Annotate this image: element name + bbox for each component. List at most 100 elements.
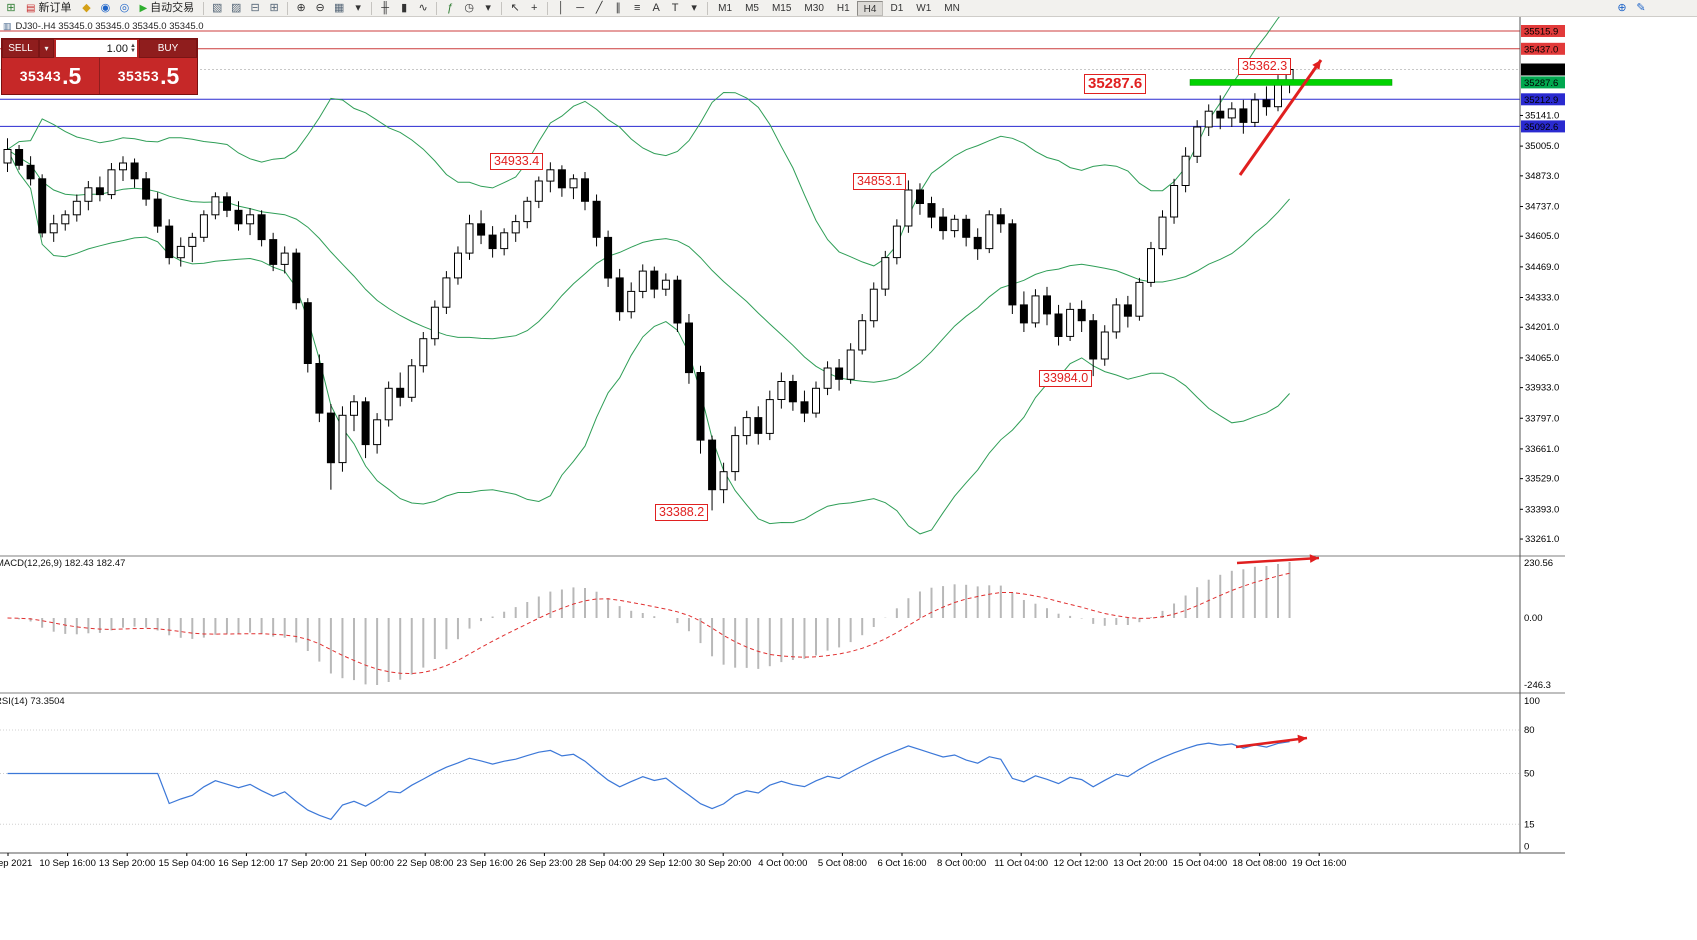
windows-tile-icon[interactable]: ▨ [230,1,242,14]
time-axis-label: 10 Sep 16:00 [39,858,96,869]
toolbar-separator [371,1,373,15]
toolbar-separator [707,1,709,15]
arrow-head-icon [1297,734,1307,744]
shapes-dropdown-icon[interactable]: ▾ [691,1,697,14]
price-axis-badge [1521,25,1565,37]
price-annotation-35287[interactable]: 35287.6 [1084,74,1147,94]
text-label-icon[interactable]: T [671,1,679,14]
time-axis-label: 30 Sep 20:00 [695,858,752,869]
trend-arrow[interactable] [1238,59,1323,176]
price-annotation-34933[interactable]: 34933.4 [490,153,544,170]
price-annotation-34853[interactable]: 34853.1 [853,173,907,190]
vertical-line-icon[interactable]: │ [557,1,565,14]
auto-arrange-icon[interactable]: ▦ [333,1,345,14]
price-annotation-35362[interactable]: 35362.3 [1238,58,1292,75]
macd-label: MACD(12,26,9) 182.43 182.47 [0,558,126,569]
candles[interactable] [3,65,1294,511]
timeframe-m1[interactable]: M1 [718,2,733,14]
chart-canvas[interactable]: 35141.0 35005.0 34873.0 34737.0 34605.0 34469… [0,17,1565,877]
chart-title: DJ30-.H4 35345.0 35345.0 35345.0 35345.0 [15,21,204,32]
macd-signal-line [7,572,1290,675]
green-resistance-zone[interactable] [1189,79,1393,86]
autotrade-button[interactable]: ▶ 自动交易 [134,1,199,16]
rsi-label: RSI(14) 73.3504 [0,696,65,707]
trendline-icon[interactable]: ╱ [595,1,603,14]
tile-vertical-icon[interactable]: ⊞ [269,1,279,14]
chevron-down-icon: ▾ [44,44,49,53]
rsi-axis-label: 0 [1524,842,1529,853]
sell-price[interactable]: 35343.5 [2,58,99,94]
time-axis-label: 15 Sep 04:00 [159,858,216,869]
bar-chart-icon[interactable]: ╫ [381,1,390,14]
timeframe-d1[interactable]: D1 [890,2,904,14]
price-annotation-33984[interactable]: 33984.0 [1039,370,1093,387]
trend-arrow[interactable] [1236,554,1320,565]
timeframe-m5[interactable]: M5 [745,2,759,14]
new-order-icon: ▤ [26,2,36,14]
zoom-in-icon[interactable]: ⊕ [296,1,306,14]
macd-axis-label: -246.3 [1524,680,1551,691]
timeframe-m30[interactable]: M30 [804,2,824,14]
market-watch-icon[interactable]: ◉ [100,1,111,14]
timeframe-w1[interactable]: W1 [916,2,932,14]
fibonacci-icon[interactable]: ≡ [633,1,641,14]
timeframe-mn[interactable]: MN [944,2,960,14]
arrange-dropdown-icon[interactable]: ▾ [355,1,361,14]
rsi-pane[interactable] [0,729,1520,825]
time-axis-label: 17 Sep 20:00 [278,858,335,869]
stepper-up-icon: ▲ [130,42,136,49]
buy-price-frac: .5 [160,62,180,89]
edit-icon[interactable]: ✎ [1636,1,1646,14]
price-axis-label: 34469.0 [1525,262,1559,273]
buy-button[interactable]: BUY [139,39,197,58]
windows-cascade-icon[interactable]: ▧ [211,1,223,14]
cursor-icon[interactable]: ↖ [510,1,520,14]
magnifier-icon[interactable]: ⊕ [1617,1,1627,14]
price-annotation-33388[interactable]: 33388.2 [655,504,709,521]
price-axis-label: 33797.0 [1525,413,1559,424]
time-axis-label: 5 Oct 08:00 [818,858,867,869]
templates-dropdown-icon[interactable]: ▾ [485,1,491,14]
time-axis-label: 8 Oct 00:00 [937,858,986,869]
crosshair-icon[interactable]: + [530,1,538,14]
time-axis-label: 26 Sep 23:00 [516,858,573,869]
tile-horizontal-icon[interactable]: ⊟ [250,1,260,14]
zoom-out-icon[interactable]: ⊖ [315,1,325,14]
indicators-icon[interactable]: ƒ [447,1,454,14]
toolbar-separator [203,1,205,15]
autotrade-play-icon: ▶ [139,2,148,14]
periods-icon[interactable]: ◷ [464,1,474,14]
timeframe-h1[interactable]: H1 [836,2,850,14]
candlestick-chart-icon[interactable]: ▮ [401,1,408,14]
timeframe-m15[interactable]: M15 [771,2,792,14]
text-icon[interactable]: A [652,1,660,14]
new-order-button-label: 新订单 [38,1,72,14]
price-axis-badge [1521,63,1565,76]
data-window-icon[interactable]: ◎ [119,1,130,14]
time-axis-label: 16 Sep 12:00 [218,858,275,869]
lot-stepper[interactable]: ▲ ▼ [130,42,136,54]
sell-button[interactable]: SELL [2,39,39,58]
buy-price[interactable]: 35353.5 [100,58,197,94]
timeframe-h4[interactable]: H4 [856,0,884,16]
price-axis[interactable]: 35141.0 35005.0 34873.0 34737.0 34605.0 34469… [1520,25,1565,545]
line-chart-icon[interactable]: ∿ [418,1,428,14]
price-pane[interactable] [0,17,1520,535]
stepper-down-icon: ▼ [130,47,136,54]
time-axis-label: 13 Sep 20:00 [99,858,156,869]
time-axis-label: 22 Sep 08:00 [397,858,454,869]
channel-icon[interactable]: ∥ [615,1,621,14]
lot-size-input[interactable]: 1.00 ▲ ▼ [56,40,137,57]
order-type-dropdown[interactable]: ▾ [39,39,54,58]
new-chart-icon[interactable]: ⊞ [6,1,16,14]
price-axis-label: 34873.0 [1525,171,1559,182]
favorites-icon[interactable]: ◆ [82,1,91,14]
horizontal-line-icon[interactable]: ─ [576,1,585,14]
toolbar-separator [287,1,289,15]
price-axis-badge [1521,76,1565,89]
new-order-button[interactable]: ▤ 新订单 [21,1,76,16]
macd-pane[interactable] [7,562,1291,685]
trend-arrow[interactable] [1235,734,1308,749]
price-axis-label: 33261.0 [1525,534,1559,545]
